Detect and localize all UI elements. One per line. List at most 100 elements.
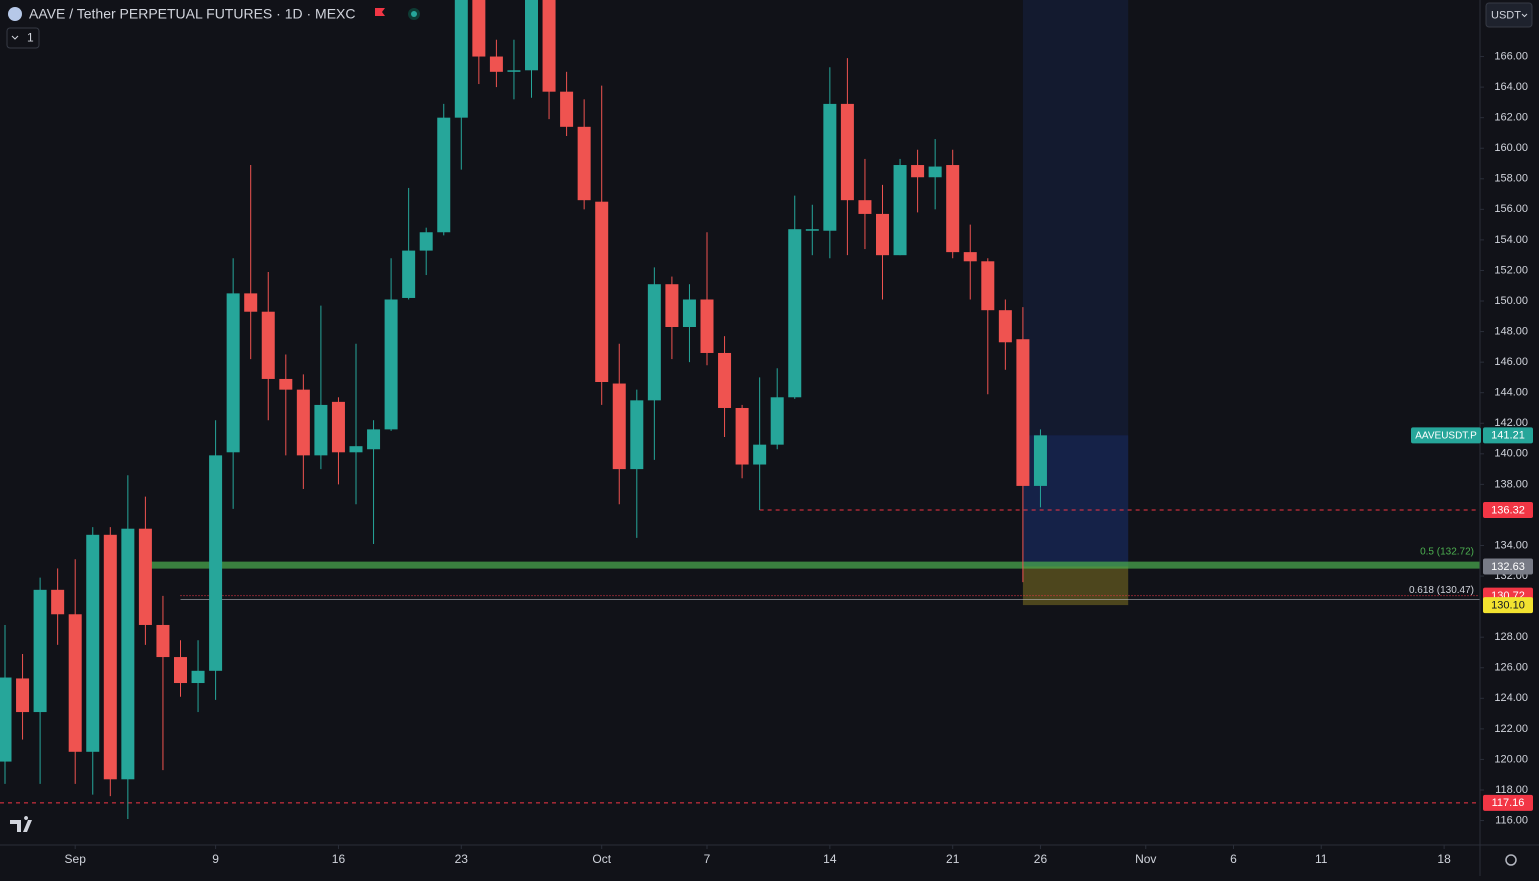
candle-body xyxy=(963,252,977,262)
candle-body xyxy=(0,677,12,762)
y-tick-label: 122.00 xyxy=(1494,723,1528,735)
candle-body xyxy=(682,299,696,327)
candle-body xyxy=(1033,435,1047,486)
indicator-toggle[interactable] xyxy=(6,27,40,49)
candle-body xyxy=(753,444,767,465)
y-tick-label: 126.00 xyxy=(1494,662,1528,674)
symbol-icon xyxy=(8,7,22,21)
x-tick-label: Oct xyxy=(592,852,611,866)
candle-body xyxy=(437,117,451,233)
candle-body xyxy=(489,56,503,72)
candle-body xyxy=(226,293,240,453)
candle-body xyxy=(718,352,732,408)
candle-body xyxy=(911,165,925,178)
candle-body xyxy=(296,389,310,456)
candle-body xyxy=(735,407,749,465)
y-tick-label: 128.00 xyxy=(1494,631,1528,643)
last-price-tag-label: 141.21 xyxy=(1491,430,1525,442)
stop-tag-label: 130.10 xyxy=(1491,600,1525,612)
fib-label: 0.618 (130.47) xyxy=(1409,585,1474,596)
candle-body xyxy=(68,614,82,752)
chevron xyxy=(1521,13,1528,18)
y-tick-label: 160.00 xyxy=(1494,142,1528,154)
chevron xyxy=(11,35,19,40)
flag-icon[interactable] xyxy=(375,8,385,16)
entry-tag xyxy=(1483,558,1533,575)
candle-body xyxy=(86,534,100,752)
y-tick-label: 140.00 xyxy=(1494,448,1528,460)
candle-body xyxy=(577,126,591,201)
stop-tag xyxy=(1483,597,1533,614)
candle-body xyxy=(138,528,152,625)
hline-tag-label: 136.32 xyxy=(1491,504,1525,516)
candle-body xyxy=(16,678,30,713)
candle-body xyxy=(858,200,872,214)
y-tick-label: 154.00 xyxy=(1494,234,1528,246)
y-tick-label: 142.00 xyxy=(1494,417,1528,429)
candle-body xyxy=(560,91,574,127)
candle-body xyxy=(209,455,223,671)
chart-title: AAVE / Tether PERPETUAL FUTURES · 1D · M… xyxy=(29,6,355,22)
x-tick-label: Sep xyxy=(65,852,87,866)
candle-body xyxy=(525,0,538,71)
candle-body xyxy=(788,229,802,398)
symbol-tag xyxy=(1411,427,1481,444)
candle-body xyxy=(261,311,275,379)
x-tick-label: Nov xyxy=(1135,852,1156,866)
candle-body xyxy=(419,232,433,251)
currency-button[interactable] xyxy=(1485,2,1533,28)
hline-tag xyxy=(1483,794,1533,811)
candle-body xyxy=(103,534,117,780)
currency-label: USDT xyxy=(1491,9,1521,21)
candle-body xyxy=(384,299,398,430)
candle-body xyxy=(981,261,995,311)
plot-area xyxy=(0,0,1480,820)
y-tick-label: 116.00 xyxy=(1495,814,1528,826)
settings-icon[interactable] xyxy=(1505,854,1517,866)
y-tick-label: 144.00 xyxy=(1494,387,1528,399)
x-tick-label: 16 xyxy=(332,852,346,866)
candle-body xyxy=(33,589,47,713)
candle-body xyxy=(507,70,521,72)
last-price-tag xyxy=(1483,427,1533,444)
x-tick-label: 11 xyxy=(1315,852,1328,866)
y-tick-label: 124.00 xyxy=(1494,692,1528,704)
candle-body xyxy=(174,657,187,684)
position-stop-zone xyxy=(1022,566,1129,606)
x-tick-label: 26 xyxy=(1034,852,1048,866)
candle-body xyxy=(279,378,293,390)
y-tick-label: 158.00 xyxy=(1494,173,1528,185)
indicator-count: 1 xyxy=(27,31,34,45)
y-tick-label: 156.00 xyxy=(1494,203,1528,215)
entry-tag-label: 132.63 xyxy=(1491,561,1525,573)
x-tick-label: 14 xyxy=(823,852,837,866)
candle-body xyxy=(595,201,609,383)
candle-body xyxy=(840,103,854,201)
hline-tag xyxy=(1483,502,1533,519)
candle-body xyxy=(928,166,942,178)
x-tick-label: 9 xyxy=(212,852,219,866)
y-tick-label: 164.00 xyxy=(1494,81,1528,93)
symbol-tag-label: AAVEUSDT.P xyxy=(1415,430,1477,441)
candle-body xyxy=(893,165,907,256)
candle-body xyxy=(191,670,205,684)
candle-body xyxy=(998,310,1012,343)
candle-body xyxy=(121,528,135,780)
candle-body xyxy=(454,0,468,118)
candle-body xyxy=(823,103,837,231)
x-tick-label: 21 xyxy=(946,852,960,866)
axes: 166.00 164.00 162.00 160.00 158.00 156.00 154.… xyxy=(65,50,1528,866)
status-dot xyxy=(411,11,417,17)
candle-body xyxy=(665,284,679,327)
candle-body xyxy=(1016,339,1030,486)
y-tick-label: 138.00 xyxy=(1494,478,1528,490)
candle-body xyxy=(647,284,661,401)
candle-body xyxy=(331,401,345,453)
x-tick-label: 18 xyxy=(1437,852,1451,866)
y-tick-label: 148.00 xyxy=(1494,325,1528,337)
candle-body xyxy=(314,404,328,456)
candle-body xyxy=(770,397,784,445)
candle-body xyxy=(367,429,381,450)
